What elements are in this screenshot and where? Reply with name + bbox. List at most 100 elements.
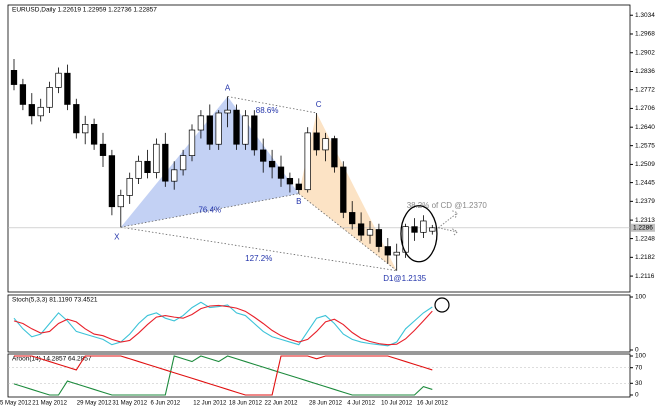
x-tick-label: 10 Jul 2012 [381, 401, 413, 407]
y-tick-label: 1.2379 [635, 198, 655, 205]
projection-arrow [438, 227, 459, 237]
candle-body [135, 160, 142, 179]
candle-body [46, 87, 53, 108]
panel-title: Stoch(5,3,3) 81.1190 73.4521 [12, 297, 98, 304]
candle-body [340, 166, 347, 213]
x-tick-label: 21 May 2012 [32, 401, 67, 407]
ratio-annotation: 127.2% [245, 254, 272, 263]
highlight-ellipse [400, 205, 438, 263]
indicator-line [14, 355, 433, 396]
candle-body [331, 138, 338, 168]
candle-body [37, 106, 44, 117]
y-tick-label: 1.2836 [635, 68, 655, 75]
x-tick-label: 31 May 2012 [112, 401, 147, 407]
candle-body [429, 227, 436, 232]
y-tick-label: 1.2248 [635, 235, 655, 242]
y-tick-label: 1.2509 [635, 161, 655, 168]
candle-body [179, 155, 187, 171]
candle-body [349, 212, 356, 225]
candle-body [188, 129, 196, 156]
y-tick-label: 1.2640 [635, 124, 655, 131]
y-tick-label: 30 [635, 380, 643, 387]
pattern-label: X [114, 232, 120, 241]
candle-body [171, 169, 178, 182]
y-tick-label: 1.2182 [635, 254, 655, 261]
last-price-box [631, 223, 655, 232]
candle-body [28, 104, 35, 117]
x-tick-label: 18 Jun 2012 [229, 401, 263, 407]
y-tick-label: 1.2575 [635, 142, 655, 149]
x-tick-label: 12 Jun 2012 [193, 401, 227, 407]
candle-body [10, 70, 18, 85]
y-tick-label: 1.2968 [635, 31, 655, 38]
y-tick-label: 1.3034 [635, 12, 655, 19]
candle-body [242, 115, 249, 145]
y-tick-label: 0 [635, 392, 639, 399]
chart-title: EURUSD,Daily 1.22619 1.22959 1.22736 1.2… [12, 7, 157, 14]
candle-body [82, 123, 89, 134]
candle-body [304, 132, 311, 191]
candle-body [313, 132, 320, 151]
candle-body [64, 72, 71, 105]
x-tick-label: 22 Jun 2012 [264, 401, 298, 407]
main-panel [7, 4, 631, 293]
candle-body [117, 195, 124, 208]
x-tick-label: 28 Jun 2012 [309, 401, 343, 407]
pattern-label: A [225, 84, 231, 93]
xb-line [120, 193, 299, 228]
y-tick-label: 1.2772 [635, 86, 655, 93]
ratio-annotation: 88.6% [256, 106, 279, 115]
y-tick-label: 1.2902 [635, 49, 655, 56]
candle-body [251, 115, 258, 151]
y-tick-label: 1.2445 [635, 179, 655, 186]
last-price-label: 1.2286 [633, 224, 653, 231]
highlight-circle [434, 297, 450, 313]
ratio-annotation: 38.2% of CD @1.2370 [407, 201, 488, 210]
pattern-label: D1@1.2135 [383, 274, 426, 283]
indicator-line [13, 355, 433, 396]
y-tick-label: 1.2706 [635, 105, 655, 112]
pattern-label: B [296, 197, 301, 206]
candle-body [108, 155, 116, 208]
candle-body [55, 72, 62, 88]
candle-body [162, 143, 169, 182]
candle-body [375, 229, 383, 247]
x-tick-label: 15 May 2012 [0, 401, 32, 407]
x-tick-label: 29 May 2012 [77, 401, 112, 407]
candle-body [357, 223, 365, 236]
candle-body [73, 104, 80, 134]
candle-body [286, 177, 294, 185]
y-tick-label: 70 [635, 364, 643, 371]
aroon-panel [7, 353, 631, 398]
candle-body [215, 112, 222, 145]
candle-body [224, 109, 231, 114]
candle-body [268, 160, 276, 168]
candle-body [144, 160, 151, 174]
candle-body [90, 123, 98, 145]
candle-body [206, 115, 213, 145]
candle-body [393, 251, 400, 256]
candle-body [233, 109, 240, 145]
x-tick-label: 6 Jun 2012 [150, 401, 180, 407]
candle-body [366, 229, 374, 236]
ratio-annotation: 76.4% [198, 206, 221, 215]
y-tick-label: 1.2116 [635, 273, 655, 280]
pattern-label: C [316, 100, 322, 109]
candle-body [153, 143, 160, 174]
candle-body [420, 220, 427, 233]
projection-arrow [437, 210, 458, 229]
y-tick-label: 0 [635, 347, 639, 354]
candle-body [260, 149, 267, 162]
stoch-panel [7, 294, 631, 353]
candle-body [197, 115, 205, 131]
candle-body [322, 138, 329, 151]
y-tick-label: 100 [635, 294, 646, 301]
x-tick-label: 16 Jul 2012 [417, 401, 449, 407]
xd-line [120, 226, 397, 272]
candle-body [384, 246, 391, 256]
indicator-line [13, 304, 433, 346]
panel-title: Aroon(14) 14.2857 64.2857 [12, 356, 92, 363]
x-tick-label: 4 Jul 2012 [347, 401, 375, 407]
y-tick-label: 1.2313 [635, 217, 655, 224]
candle-body [277, 166, 285, 179]
